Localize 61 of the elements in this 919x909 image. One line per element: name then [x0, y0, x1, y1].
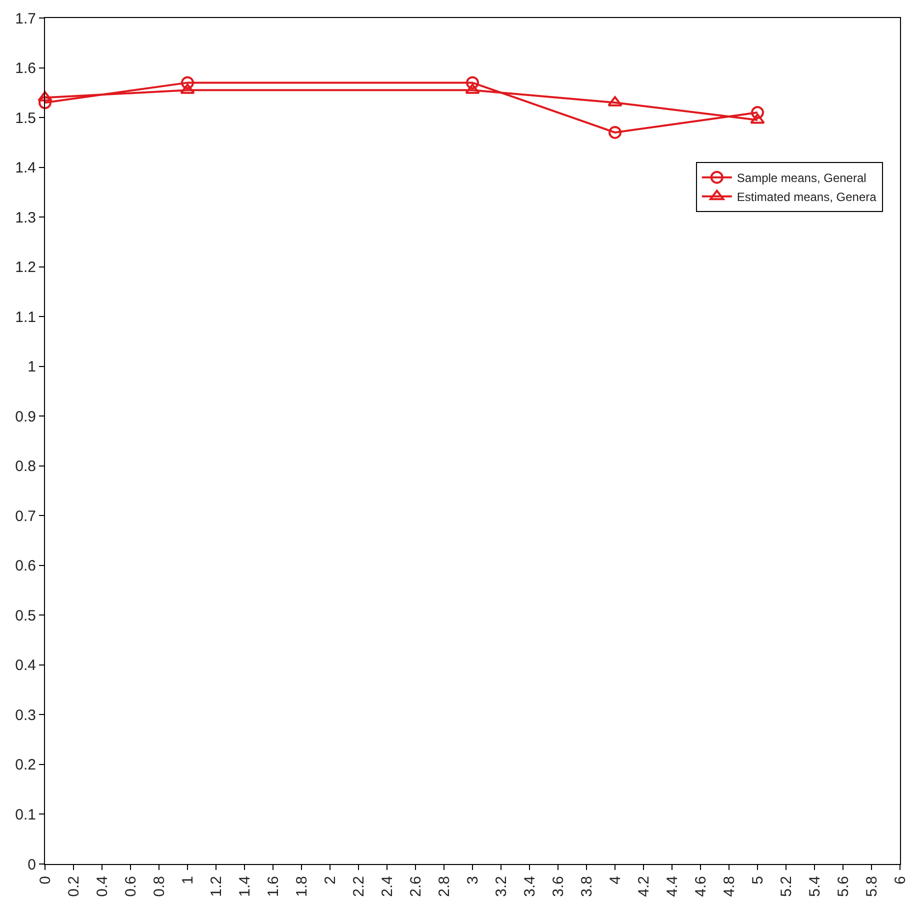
point: [750, 114, 765, 124]
x-tick-label: 3: [464, 876, 482, 884]
x-tick-label: 5.4: [806, 876, 824, 897]
y-tick-label: 1.1: [15, 308, 36, 326]
y-tick-label: 0.8: [15, 458, 36, 476]
x-tick-label: 4.2: [635, 876, 652, 897]
x-tick-label: 4.8: [720, 876, 738, 897]
x-tick-label: 3.4: [521, 876, 538, 897]
x-tick-label: 2.4: [378, 876, 396, 897]
point: [608, 96, 622, 106]
y-tick-label: 0.5: [15, 607, 36, 624]
x-tick-label: 0: [36, 876, 54, 884]
x-tick-label: 4.6: [692, 876, 710, 897]
x-tick-label: 2: [322, 876, 339, 884]
y-tick-label: 1.6: [15, 60, 36, 78]
x-tick-label: 6: [892, 876, 909, 884]
x-tick-label: 1: [179, 876, 196, 884]
x-tick-label: 5.8: [863, 876, 880, 897]
y-tick-label: 0.7: [15, 508, 36, 525]
point: [608, 126, 622, 139]
x-tick-label: 0.6: [122, 876, 140, 897]
x-tick-label: 5: [749, 876, 766, 884]
x-tick-label: 4.4: [664, 876, 681, 897]
y-tick-label: 0.1: [15, 806, 36, 824]
point: [751, 106, 764, 120]
x-tick-label: 0.8: [150, 876, 168, 897]
x-tick-label: 2.2: [350, 876, 368, 897]
y-tick-label: 0.2: [15, 756, 36, 774]
x-tick-label: 4: [606, 876, 624, 884]
point: [181, 76, 194, 90]
x-tick-label: 2.8: [436, 876, 453, 897]
x-tick-label: 1.4: [236, 876, 254, 897]
x-tick-label: 3.6: [550, 876, 567, 897]
x-tick-label: 0.4: [94, 876, 111, 897]
x-tick-label: 5.6: [834, 876, 852, 897]
y-tick-label: 1.2: [15, 259, 36, 276]
y-tick-label: 0.3: [15, 706, 36, 724]
y-tick-label: 1.5: [15, 110, 36, 127]
x-tick-label: 3.8: [578, 876, 596, 897]
legend-label: Estimated means, Genera: [736, 190, 877, 204]
y-tick-label: 0.4: [15, 657, 36, 674]
x-tick-label: 3.2: [492, 876, 510, 897]
point: [466, 76, 479, 90]
x-tick-label: 5.2: [778, 876, 795, 897]
x-tick-label: 1.2: [208, 876, 225, 897]
y-tick-label: 1.4: [15, 160, 36, 177]
legend-label: Sample means, General: [736, 171, 866, 185]
x-tick-label: 1.8: [293, 876, 310, 897]
y-tick-label: 0.6: [15, 558, 36, 575]
y-tick-label: 1: [28, 358, 36, 376]
x-tick-label: 1.6: [264, 876, 282, 897]
point: [38, 91, 52, 102]
y-tick-label: 0.9: [15, 408, 36, 426]
point: [38, 96, 52, 110]
point: [465, 84, 480, 94]
x-tick-label: 2.6: [407, 876, 424, 897]
y-tick-label: 1.7: [15, 10, 36, 28]
x-tick-label: 0.2: [65, 876, 82, 897]
point: [180, 84, 195, 94]
y-tick-label: 1.3: [15, 209, 36, 226]
y-tick-label: 0: [28, 856, 36, 874]
